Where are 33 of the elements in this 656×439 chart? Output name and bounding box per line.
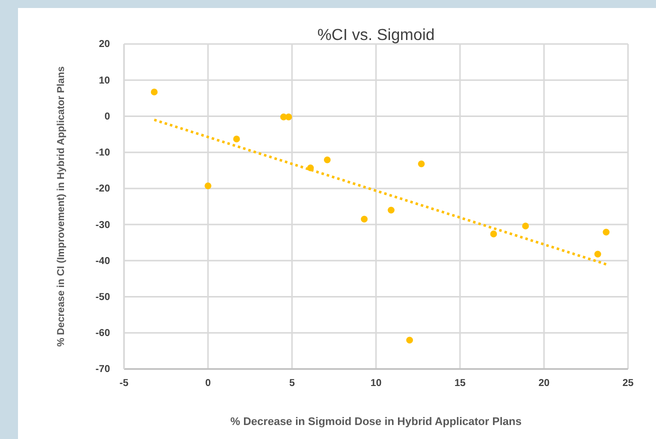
point: [285, 114, 292, 120]
point: [602, 228, 610, 236]
x-tick-label: 5: [289, 378, 296, 390]
point: [324, 156, 331, 164]
x-tick-label: 10: [370, 378, 382, 390]
y-tick-label: -60: [96, 328, 110, 340]
y-axis-title: % Decrease in CI (Improvement) in Hybrid Applicator Plans: [56, 66, 67, 347]
point: [233, 136, 240, 142]
x-tick-label: -5: [120, 378, 129, 390]
y-tick-label: -10: [96, 148, 110, 159]
point: [204, 182, 212, 190]
chart-title: %CI vs. Sigmoid: [317, 27, 435, 44]
y-tick-label: -50: [96, 292, 110, 303]
y-tick-label: 0: [104, 111, 110, 122]
y-tick-label: -40: [96, 256, 110, 267]
point: [388, 206, 395, 214]
y-tick-label: -70: [96, 364, 110, 376]
x-tick-label: 15: [454, 378, 466, 390]
x-tick-label: 25: [622, 378, 634, 390]
point: [522, 222, 529, 230]
x-tick-label: 0: [205, 378, 212, 390]
y-tick-label: -20: [96, 184, 110, 195]
point: [150, 88, 158, 96]
point: [594, 250, 602, 258]
y-tick-label: 10: [98, 75, 110, 86]
x-tick-label: 20: [538, 378, 550, 390]
point: [360, 216, 368, 223]
point: [406, 336, 413, 344]
y-tick-label: 20: [98, 39, 110, 50]
y-tick-label: -30: [96, 220, 110, 231]
point: [490, 230, 497, 238]
point: [418, 160, 425, 168]
x-axis-title: % Decrease in Sigmoid Dose in Hybrid Applicator Plans: [230, 416, 522, 428]
